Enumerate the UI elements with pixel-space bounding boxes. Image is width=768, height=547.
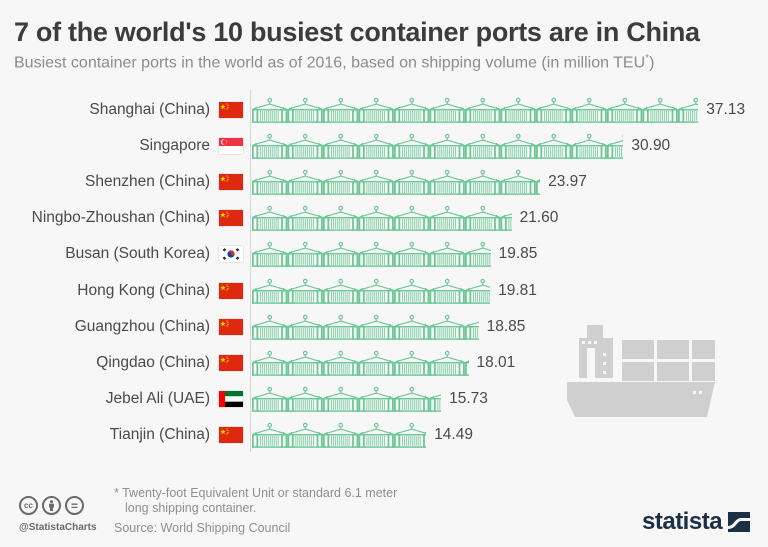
port-label: Singapore xyxy=(139,137,210,155)
port-label: Jebel Ali (UAE) xyxy=(105,389,210,407)
container-bar xyxy=(252,169,541,196)
cc-icon: cc xyxy=(19,496,38,515)
port-label: Ningbo-Zhoushan (China) xyxy=(31,209,210,227)
china-flag-icon xyxy=(219,354,243,371)
singapore-flag-icon xyxy=(219,138,243,155)
bar-row: Busan (South Korea) 19.85 xyxy=(0,238,768,270)
bar-row: Jebel Ali (UAE) 15.73 xyxy=(0,383,768,415)
value-label: 37.13 xyxy=(706,101,746,118)
value-label: 15.73 xyxy=(449,389,488,407)
value-label: 19.85 xyxy=(498,245,538,263)
port-label: Shenzhen (China) xyxy=(85,173,210,191)
container-bar xyxy=(252,349,469,376)
container-ship-icon xyxy=(567,325,715,417)
value-label: 19.81 xyxy=(498,281,537,299)
container-bar xyxy=(252,313,479,340)
uae-flag-icon xyxy=(219,390,243,407)
footnote: * Twenty-foot Equivalent Unit or standar… xyxy=(114,486,397,516)
value-label: 23.97 xyxy=(548,173,587,191)
chart-subtitle: Busiest container ports in the world as … xyxy=(14,53,654,72)
footnote-line-1: * Twenty-foot Equivalent Unit or standar… xyxy=(114,486,398,500)
value-label: 21.60 xyxy=(519,209,559,227)
logo-text: statista xyxy=(642,508,723,535)
bar-row: Ningbo-Zhoushan (China) 21.60 xyxy=(0,202,768,234)
value-label: 18.85 xyxy=(486,317,526,335)
subtitle-text: Busiest container ports in the world as … xyxy=(14,54,646,72)
port-label: Qingdao (China) xyxy=(96,353,210,371)
container-bar xyxy=(252,133,624,160)
creative-commons-icons: cc = xyxy=(19,496,84,515)
statista-logo[interactable]: statista xyxy=(642,508,751,536)
container-bar xyxy=(252,277,491,304)
china-flag-icon xyxy=(219,210,243,227)
container-bar xyxy=(252,241,491,268)
port-label: Shanghai (China) xyxy=(89,101,210,118)
bar-row: Shenzhen (China) 23.97 xyxy=(0,166,768,198)
container-bar xyxy=(252,97,699,123)
twitter-handle[interactable]: @StatistaCharts xyxy=(19,522,97,533)
bar-row: Tianjin (China) 14.49 xyxy=(0,419,768,451)
china-flag-icon xyxy=(219,282,243,299)
no-derivatives-icon: = xyxy=(65,496,84,515)
port-label: Hong Kong (China) xyxy=(77,281,210,299)
subtitle-footnote-mark: * xyxy=(645,53,650,64)
port-label: Tianjin (China) xyxy=(109,425,210,443)
china-flag-icon xyxy=(219,318,243,335)
footnote-line-2: long shipping container. xyxy=(125,501,257,515)
chart-axis-line xyxy=(250,90,251,452)
china-flag-icon xyxy=(219,426,243,443)
value-label: 30.90 xyxy=(631,137,671,155)
port-label: Guangzhou (China) xyxy=(74,317,210,335)
container-bar xyxy=(252,385,442,412)
source-note: Source: World Shipping Council xyxy=(114,521,291,535)
subtitle-close: ) xyxy=(649,54,655,72)
attribution-icon xyxy=(42,496,61,515)
bar-row: Guangzhou (China) 18.85 xyxy=(0,311,768,343)
port-label: Busan (South Korea) xyxy=(65,245,210,263)
value-label: 14.49 xyxy=(434,425,473,443)
bar-row: Hong Kong (China) 19.81 xyxy=(0,275,768,307)
container-bar xyxy=(252,421,427,448)
chart-title: 7 of the world's 10 busiest container po… xyxy=(14,17,700,47)
bar-row: Qingdao (China) 18.01 xyxy=(0,347,768,379)
statista-logo-mark-icon xyxy=(728,512,751,532)
bar-row: Shanghai (China) 37.13 xyxy=(0,94,768,126)
container-bar xyxy=(252,205,512,232)
china-flag-icon xyxy=(219,102,243,118)
china-flag-icon xyxy=(219,174,243,191)
value-label: 18.01 xyxy=(476,353,516,371)
south-korea-flag-icon xyxy=(219,246,243,263)
bar-row: Singapore 30.90 xyxy=(0,130,768,162)
